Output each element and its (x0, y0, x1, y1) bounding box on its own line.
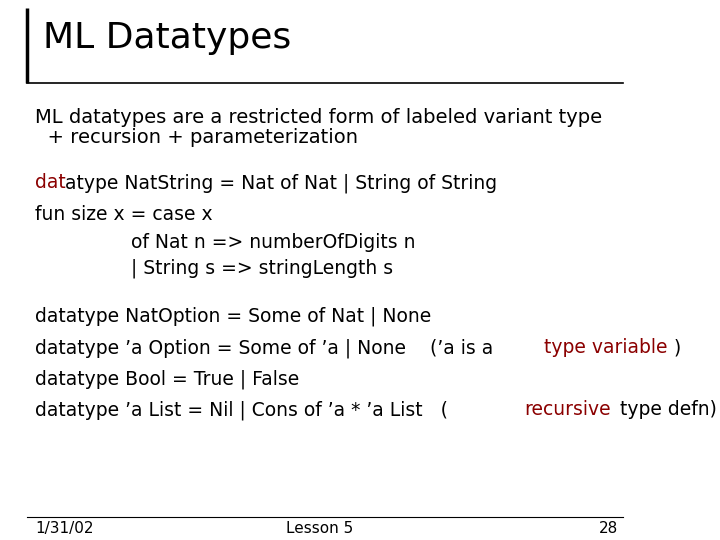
Text: of Nat n => numberOfDigits n: of Nat n => numberOfDigits n (35, 233, 415, 252)
Text: ML Datatypes: ML Datatypes (43, 21, 292, 55)
Text: atype NatString = Nat of Nat | String of String: atype NatString = Nat of Nat | String of… (65, 173, 498, 193)
Text: datatype ’a List = Nil | Cons of ’a * ’a List   (: datatype ’a List = Nil | Cons of ’a * ’a… (35, 401, 448, 420)
Text: Lesson 5: Lesson 5 (286, 521, 353, 536)
Text: ML datatypes are a restricted form of labeled variant type: ML datatypes are a restricted form of la… (35, 107, 602, 127)
Text: type variable: type variable (544, 338, 667, 357)
Text: datatype Bool = True | False: datatype Bool = True | False (35, 369, 300, 389)
Text: ): ) (674, 338, 681, 357)
Text: type defn): type defn) (614, 401, 717, 420)
Text: dat: dat (35, 173, 66, 192)
Text: datatype ’a Option = Some of ’a | None    (’a is a: datatype ’a Option = Some of ’a | None (… (35, 338, 500, 357)
Text: datatype NatOption = Some of Nat | None: datatype NatOption = Some of Nat | None (35, 307, 431, 326)
Text: 28: 28 (599, 521, 618, 536)
Text: 1/31/02: 1/31/02 (35, 521, 94, 536)
Text: + recursion + parameterization: + recursion + parameterization (35, 128, 358, 147)
Text: | String s => stringLength s: | String s => stringLength s (35, 258, 393, 278)
Text: fun size x = case x: fun size x = case x (35, 205, 212, 224)
Text: recursive: recursive (524, 401, 611, 420)
